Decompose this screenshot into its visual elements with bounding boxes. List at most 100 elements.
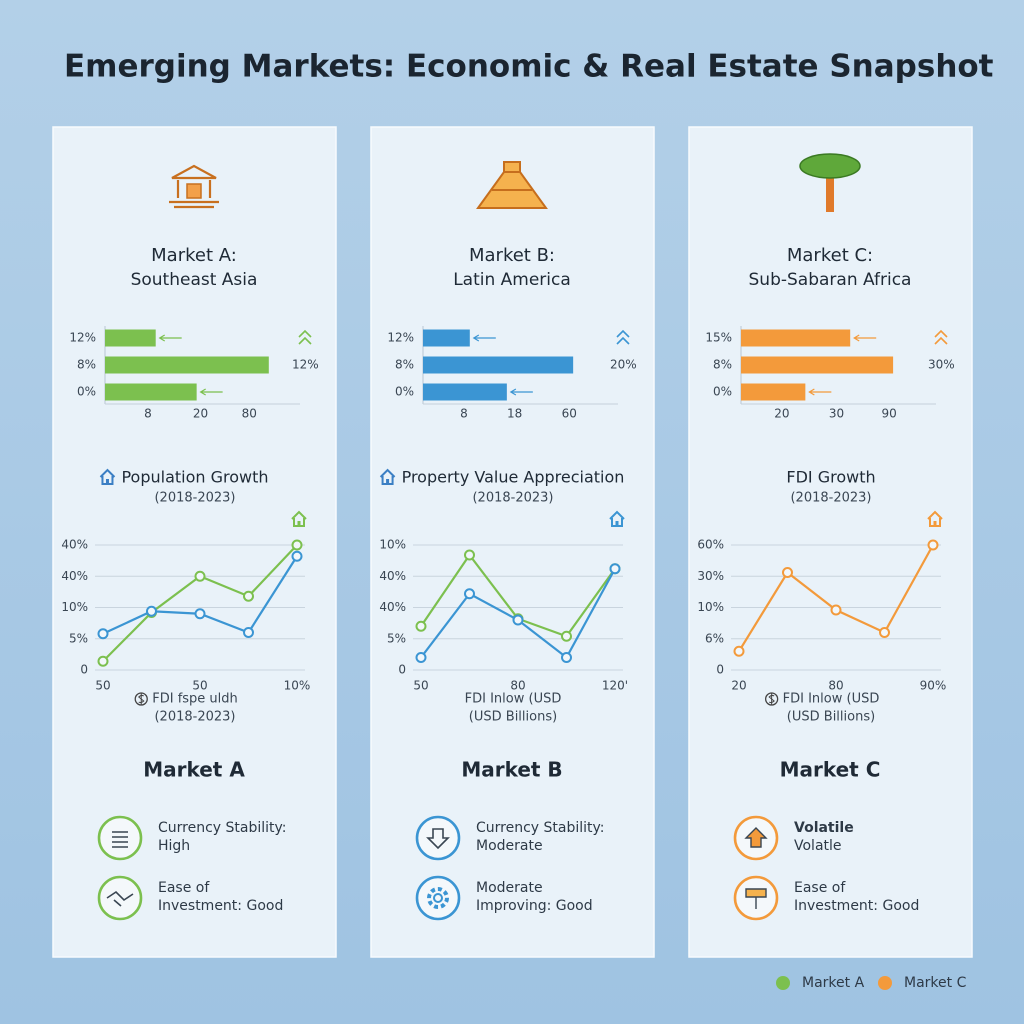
line-point xyxy=(879,627,890,638)
page-title: Emerging Markets: Economic & Real Estate… xyxy=(64,49,994,85)
gear-icon xyxy=(427,887,449,909)
bar-arrow xyxy=(472,334,496,342)
chevron-icon xyxy=(616,329,630,345)
x-tick-label: 10% xyxy=(284,679,311,693)
market-region: Southeast Asia xyxy=(131,270,258,290)
bar-row-label: 15% xyxy=(705,331,732,345)
x-axis-sublabel: (USD Billions) xyxy=(787,710,875,725)
market-heading: Market A: xyxy=(151,245,237,266)
bar-annotation: 12% xyxy=(292,358,319,372)
market-name: Market A xyxy=(143,758,245,782)
tree-trunk xyxy=(826,178,834,212)
indicator-text: Volatile xyxy=(794,820,854,836)
y-tick-label: 40% xyxy=(379,569,406,583)
x-tick-label: 50 xyxy=(95,679,110,693)
x-axis-label: FDI Inlow (USD xyxy=(783,692,880,707)
indicator-text: Improving: Good xyxy=(476,898,593,914)
market-region: Sub-Sabaran Africa xyxy=(749,270,912,290)
bar-tick-label: 60 xyxy=(562,407,577,421)
x-tick-label: 50 xyxy=(413,679,428,693)
y-tick-label: 40% xyxy=(61,569,88,583)
line-point xyxy=(291,539,303,551)
bar xyxy=(741,329,851,347)
x-tick-label: 50 xyxy=(192,679,207,693)
bar-row-label: 12% xyxy=(387,331,414,345)
line-point xyxy=(609,563,621,575)
dollar-sign xyxy=(137,693,145,705)
handshake-icon xyxy=(106,890,134,907)
bar-annotation: 20% xyxy=(610,358,637,372)
indicator-ring xyxy=(415,815,461,861)
house-door xyxy=(105,479,109,484)
panel xyxy=(688,126,973,958)
y-tick-label: 10% xyxy=(697,600,724,614)
line-point xyxy=(97,628,109,640)
indicator-text: Investment: Good xyxy=(794,898,919,914)
indicator-text: Moderate xyxy=(476,838,543,854)
bar-tick-label: 90 xyxy=(882,407,897,421)
bar xyxy=(423,329,470,347)
line-chart-subtitle: (2018-2023) xyxy=(472,491,553,506)
bar-tick-label: 20 xyxy=(774,407,789,421)
y-tick-label: 40% xyxy=(379,600,406,614)
x-axis-label: FDI Inlow (USD xyxy=(465,692,562,707)
indicator-text: Ease of xyxy=(158,880,210,896)
legend-swatch xyxy=(776,976,790,990)
line-chart-title: Population Growth xyxy=(121,468,268,487)
legend-label: Market C xyxy=(904,975,967,991)
indicator-text: Moderate xyxy=(476,880,543,896)
y-tick-label: 40% xyxy=(61,538,88,552)
dollar-sign xyxy=(768,693,775,705)
sign-icon xyxy=(745,888,767,909)
line-point xyxy=(243,590,254,602)
indicator-text: Volatle xyxy=(794,838,842,854)
line-chart-title: Property Value Appreciation xyxy=(402,468,625,487)
x-tick-label: 80 xyxy=(510,679,525,693)
bar-tick-label: 30 xyxy=(829,407,844,421)
line-point xyxy=(291,550,303,562)
house-door xyxy=(933,521,937,526)
bar-row-label: 8% xyxy=(77,358,96,372)
tree-crown xyxy=(799,153,861,179)
bar-arrow xyxy=(199,388,223,396)
house-door xyxy=(386,479,390,484)
bar xyxy=(105,356,269,374)
line-point xyxy=(146,605,157,617)
x-tick-label: 20 xyxy=(731,679,746,693)
bar-row-label: 0% xyxy=(77,385,96,399)
bar-tick-label: 8 xyxy=(460,407,468,421)
line-point xyxy=(561,630,572,642)
line-point xyxy=(194,608,206,620)
y-tick-label: 6% xyxy=(705,631,724,645)
bar-tick-label: 80 xyxy=(242,407,257,421)
line-point xyxy=(194,570,206,582)
line-point xyxy=(927,539,939,551)
x-axis-sublabel: (2018-2023) xyxy=(154,710,235,725)
bar-row-label: 0% xyxy=(713,385,732,399)
down-arrow-icon xyxy=(426,828,450,850)
y-tick-label: 0 xyxy=(80,663,88,677)
chevron-icon xyxy=(934,329,948,345)
panel xyxy=(52,126,337,958)
bar xyxy=(105,329,156,347)
indicator-text: Investment: Good xyxy=(158,898,283,914)
market-heading: Market C: xyxy=(787,245,873,266)
line-chart-title: FDI Growth xyxy=(786,468,875,487)
y-tick-label: 0 xyxy=(398,663,406,677)
house-door xyxy=(615,521,619,526)
indicator-text: High xyxy=(158,838,190,854)
x-tick-label: 90% xyxy=(920,679,947,693)
line-point xyxy=(561,652,572,663)
bar-row-label: 8% xyxy=(395,358,414,372)
y-tick-label: 10% xyxy=(61,600,88,614)
bar-tick-label: 8 xyxy=(144,407,152,421)
market-region: Latin America xyxy=(453,270,571,290)
bar-arrow xyxy=(808,388,832,396)
indicator-text: Currency Stability: xyxy=(476,820,605,836)
indicator-ring xyxy=(97,815,143,861)
bar xyxy=(105,383,197,401)
indicator-text: Ease of xyxy=(794,880,846,896)
temple-icon xyxy=(169,164,219,209)
temple-door xyxy=(186,183,202,199)
y-tick-label: 10% xyxy=(379,538,406,552)
